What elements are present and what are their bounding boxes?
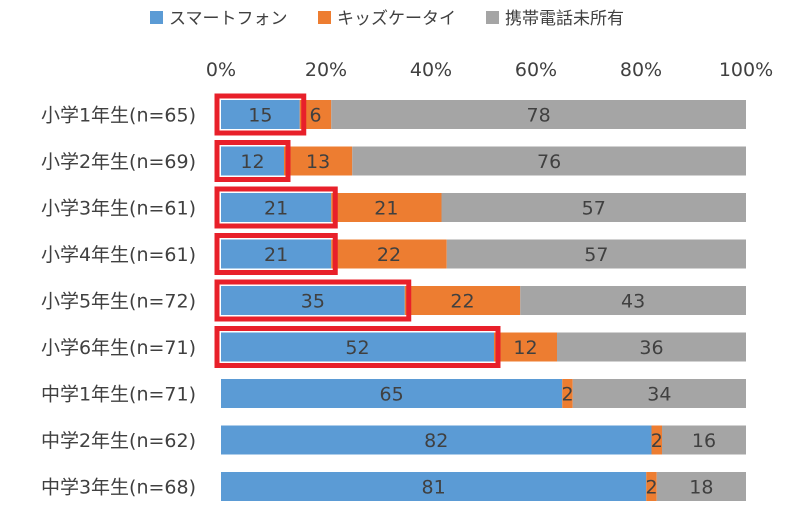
- highlight-box: [214, 279, 412, 322]
- bar-segment: [221, 286, 405, 315]
- bar-segment: [284, 146, 353, 176]
- data-label: 76: [537, 151, 561, 173]
- bar-segment: [651, 425, 662, 455]
- data-label: 6: [309, 105, 321, 127]
- data-label: 65: [380, 384, 404, 406]
- category-labels: 小学1年生(n=65) 小学2年生(n=69) 小学3年生(n=61) 小学4年生(n…: [41, 105, 196, 499]
- data-label: 12: [240, 151, 264, 173]
- bar-segment: [331, 239, 447, 269]
- bar-segment: [572, 379, 746, 408]
- highlight-boxes: [214, 93, 501, 368]
- bar-segment: [221, 100, 300, 129]
- data-label: 12: [513, 337, 537, 359]
- category-label: 小学4年生(n=61): [41, 244, 196, 266]
- category-label: 小学2年生(n=69): [41, 151, 196, 173]
- legend-label: 携帯電話未所有: [505, 9, 624, 29]
- data-label: 13: [306, 151, 330, 173]
- data-label: 2: [645, 477, 657, 499]
- data-label: 57: [582, 198, 606, 220]
- data-label: 2: [651, 430, 663, 452]
- legend-label: スマートフォン: [169, 9, 288, 29]
- x-tick-label: 0%: [206, 59, 236, 81]
- bar-segment: [221, 379, 563, 408]
- x-tick-label: 100%: [719, 59, 773, 81]
- legend-item-2: キッズケータイ: [318, 9, 456, 29]
- bar-segment: [557, 332, 746, 362]
- data-label: 43: [621, 291, 645, 313]
- bar-segment: [331, 193, 442, 222]
- bar-segment: [520, 286, 746, 315]
- data-label: 21: [374, 198, 398, 220]
- highlight-box: [214, 186, 338, 229]
- bar-segment: [221, 239, 332, 269]
- highlight-box: [214, 233, 338, 275]
- bar-segment: [221, 146, 284, 176]
- legend-item-1: スマートフォン: [150, 9, 288, 29]
- data-label: 34: [647, 384, 671, 406]
- data-label: 36: [639, 337, 663, 359]
- data-label: 81: [422, 477, 446, 499]
- x-tick-label: 80%: [620, 59, 662, 81]
- bar-segment: [446, 239, 746, 269]
- category-label: 小学6年生(n=71): [41, 337, 196, 359]
- highlight-box: [214, 326, 501, 368]
- bar-segment: [562, 379, 573, 408]
- data-label: 57: [584, 244, 608, 266]
- x-tick-label: 20%: [305, 59, 347, 81]
- bar-segment: [662, 425, 746, 455]
- legend-swatch: [486, 11, 499, 24]
- bar-segment: [441, 193, 746, 222]
- bars: [221, 100, 746, 501]
- bar-segment: [331, 100, 746, 129]
- category-label: 小学3年生(n=61): [41, 198, 196, 220]
- bar-segment: [352, 146, 746, 176]
- data-label: 2: [561, 384, 573, 406]
- x-tick-label: 40%: [410, 59, 452, 81]
- bar-segment: [221, 332, 494, 362]
- data-label: 16: [692, 430, 716, 452]
- highlight-box: [214, 93, 307, 136]
- bar-segment: [221, 193, 332, 222]
- category-label: 小学1年生(n=65): [41, 105, 196, 127]
- category-label: 小学5年生(n=72): [41, 291, 196, 313]
- data-label: 18: [689, 477, 713, 499]
- data-label: 22: [377, 244, 401, 266]
- data-label: 78: [527, 105, 551, 127]
- data-label: 22: [450, 291, 474, 313]
- bar-segment: [656, 472, 746, 501]
- highlight-box: [214, 140, 291, 182]
- category-label: 中学2年生(n=62): [41, 430, 196, 452]
- legend: スマートフォン キッズケータイ 携帯電話未所有: [150, 9, 624, 29]
- legend-swatch: [150, 11, 163, 24]
- bar-segment: [494, 332, 557, 362]
- legend-swatch: [318, 11, 331, 24]
- data-label: 82: [424, 430, 448, 452]
- data-label: 35: [301, 291, 325, 313]
- category-label: 中学1年生(n=71): [41, 384, 196, 406]
- x-tick-label: 60%: [515, 59, 557, 81]
- bar-segment: [221, 472, 647, 501]
- data-label: 52: [345, 337, 369, 359]
- data-label: 21: [264, 198, 288, 220]
- bar-segment: [404, 286, 521, 315]
- x-axis-ticks: 0% 20% 40% 60% 80% 100%: [206, 59, 773, 81]
- legend-label: キッズケータイ: [337, 9, 456, 29]
- bar-segment: [646, 472, 657, 501]
- bar-segment: [221, 425, 652, 455]
- data-label: 15: [248, 105, 272, 127]
- legend-item-3: 携帯電話未所有: [486, 9, 624, 29]
- data-label: 21: [264, 244, 288, 266]
- category-label: 中学3年生(n=68): [41, 477, 196, 499]
